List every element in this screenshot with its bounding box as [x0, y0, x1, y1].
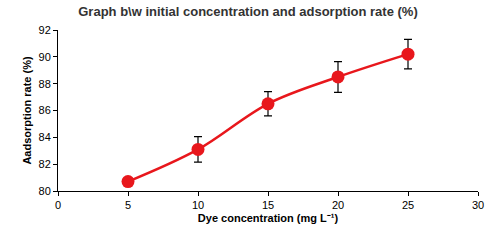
svg-text:90: 90	[39, 51, 51, 63]
svg-text:92: 92	[39, 24, 51, 36]
svg-text:5: 5	[125, 199, 131, 211]
svg-text:30: 30	[472, 199, 484, 211]
svg-text:80: 80	[39, 185, 51, 197]
svg-text:82: 82	[39, 158, 51, 170]
svg-text:86: 86	[39, 104, 51, 116]
svg-text:10: 10	[192, 199, 204, 211]
svg-text:25: 25	[402, 199, 414, 211]
svg-text:Graph b\w initial concentratio: Graph b\w initial concentration and adso…	[78, 4, 417, 19]
svg-text:88: 88	[39, 78, 51, 90]
svg-text:Aadsorption rate (%): Aadsorption rate (%)	[21, 56, 33, 165]
svg-text:15: 15	[262, 199, 274, 211]
svg-text:Dye concentration (mg L⁻¹): Dye concentration (mg L⁻¹)	[198, 212, 339, 224]
svg-text:20: 20	[332, 199, 344, 211]
svg-text:84: 84	[39, 131, 51, 143]
svg-text:0: 0	[55, 199, 61, 211]
